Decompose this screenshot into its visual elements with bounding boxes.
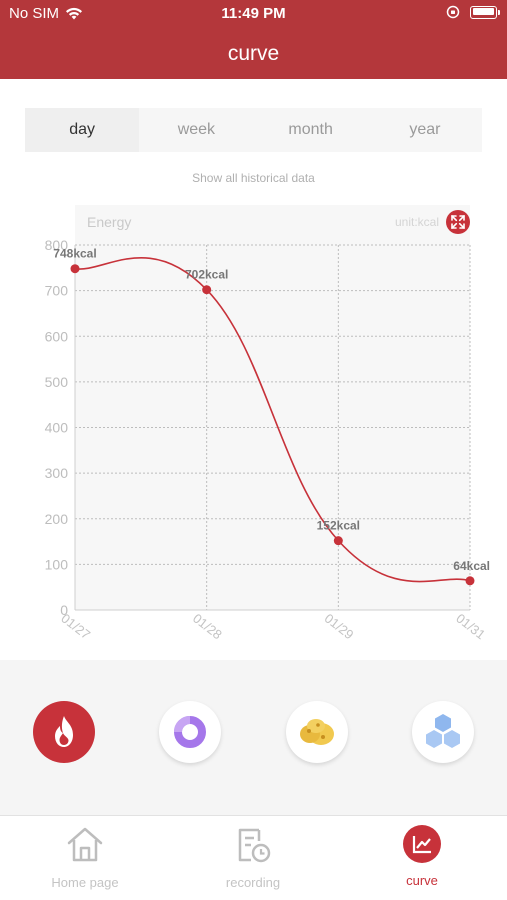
- x-tick-label: 01/27: [58, 611, 93, 643]
- energy-chart: 0 100 200 300 400 500 600 700 800 01/27 01/28 01/29…: [45, 205, 490, 643]
- y-tick-label: 300: [45, 465, 69, 481]
- orientation-lock-icon: [446, 5, 460, 19]
- expand-icon: [451, 215, 465, 229]
- data-point: [465, 576, 475, 586]
- y-tick-label: 700: [45, 283, 69, 299]
- tab-year[interactable]: year: [409, 121, 441, 138]
- expand-chart-button[interactable]: [446, 210, 470, 234]
- clock: 11:49 PM: [221, 5, 286, 22]
- tabbar-curve[interactable]: curve: [362, 816, 482, 900]
- hexagon-cluster-icon: [426, 714, 460, 748]
- battery-level: [472, 8, 494, 15]
- home-icon: [66, 824, 104, 864]
- status-left: No SIM: [9, 5, 83, 22]
- hexagon-category-button[interactable]: [412, 701, 474, 763]
- y-tick-label: 500: [45, 374, 69, 390]
- tabbar-recording-label: recording: [225, 875, 281, 890]
- x-tick-label: 01/28: [190, 611, 225, 643]
- ring-icon: [174, 716, 206, 748]
- tab-week[interactable]: week: [177, 121, 216, 138]
- y-tick-label: 800: [45, 237, 69, 253]
- tabbar-home-label: Home page: [51, 875, 119, 890]
- tab-day[interactable]: day: [25, 108, 140, 152]
- data-point: [202, 285, 212, 295]
- plot-area: [75, 205, 470, 610]
- x-tick-label: 01/31: [453, 611, 488, 643]
- y-tick-label: 400: [45, 420, 69, 436]
- energy-series-line: [74, 256, 471, 583]
- y-tick-label: 100: [45, 556, 69, 572]
- data-label: 748kcal: [53, 247, 96, 261]
- period-tabs: day week month year: [25, 108, 482, 152]
- chart-title: Energy: [87, 214, 132, 230]
- unit-label: unit:kcal: [394, 215, 439, 229]
- food-icon: [300, 719, 334, 745]
- ring-category-button[interactable]: [159, 701, 221, 763]
- carrier-label: No SIM: [9, 5, 60, 22]
- wifi-icon: [66, 7, 83, 20]
- status-right: [446, 5, 500, 19]
- record-clock-icon: [234, 824, 272, 864]
- data-label: 152kcal: [317, 519, 360, 533]
- data-label: 64kcal: [453, 559, 490, 573]
- tabbar-curve-label: curve: [406, 873, 438, 888]
- food-category-button[interactable]: [286, 701, 348, 763]
- tab-month[interactable]: month: [288, 121, 333, 138]
- tabbar-home[interactable]: Home page: [25, 816, 145, 900]
- battery-icon: [470, 5, 500, 19]
- show-history-link[interactable]: Show all historical data: [192, 171, 315, 185]
- data-point: [333, 536, 343, 546]
- data-point: [70, 264, 80, 274]
- y-tick-label: 0: [60, 602, 68, 618]
- data-label: 702kcal: [185, 268, 228, 282]
- flame-icon: [55, 716, 73, 747]
- tabbar-recording[interactable]: recording: [193, 816, 313, 900]
- y-tick-label: 200: [45, 511, 69, 527]
- category-strip: [0, 660, 507, 815]
- y-tick-label: 600: [45, 328, 69, 344]
- status-bar: No SIM 11:49 PM: [0, 0, 507, 28]
- x-tick-label: 01/29: [322, 611, 357, 643]
- app-header: No SIM 11:49 PM curve: [0, 0, 507, 79]
- curve-tab-icon: [403, 824, 441, 864]
- page-title: curve: [227, 42, 280, 65]
- bottom-tabbar: Home page recording: [0, 815, 507, 900]
- energy-category-button[interactable]: [33, 701, 95, 763]
